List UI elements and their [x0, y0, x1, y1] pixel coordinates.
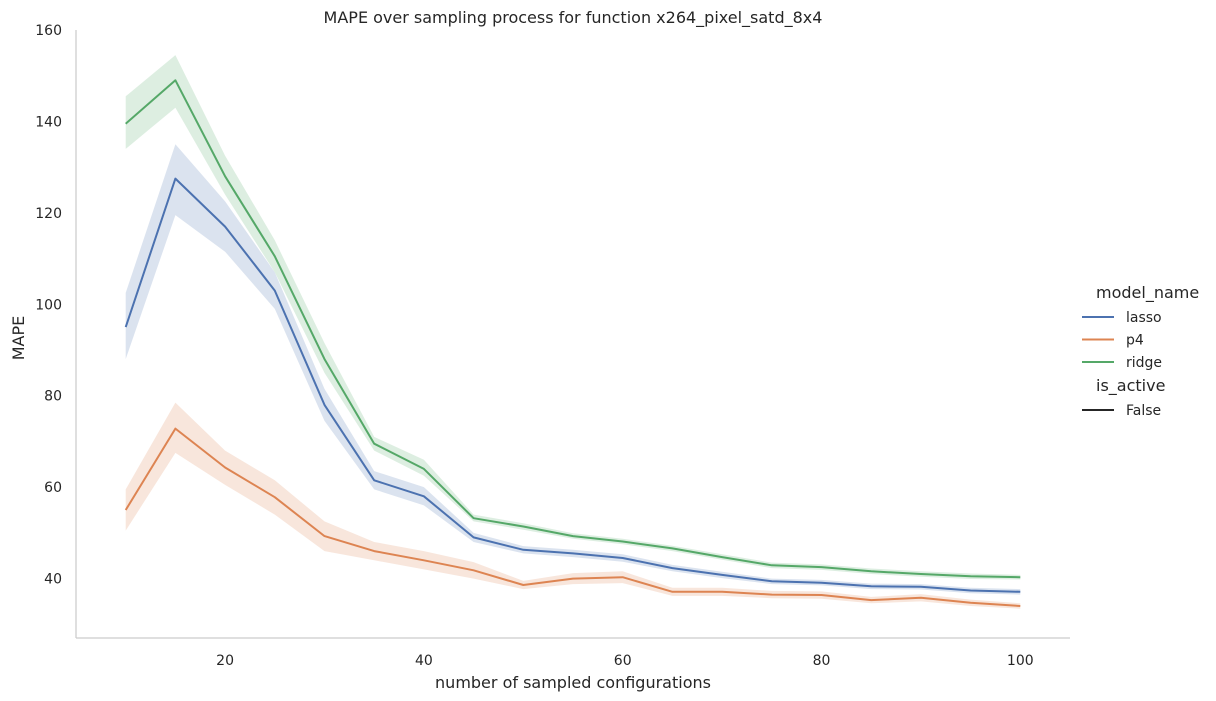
- y-ticks: 40 60 80 100 120 140 160: [35, 23, 62, 588]
- legend-style-label: False: [1126, 403, 1161, 419]
- plot-area: [124, 55, 1021, 609]
- y-tick-label: 100: [35, 297, 62, 313]
- series-line-p4: [124, 427, 1021, 607]
- confidence-band-lasso: [125, 144, 1021, 595]
- confidence-band-p4: [125, 402, 1021, 609]
- x-tick-label: 60: [614, 653, 632, 669]
- y-tick-label: 140: [35, 114, 62, 130]
- legend-label-ridge: ridge: [1126, 355, 1162, 371]
- legend-style-title: is_active: [1096, 376, 1165, 396]
- x-axis-label: number of sampled configurations: [435, 673, 711, 692]
- series-line-ridge: [125, 79, 1021, 579]
- legend-label-p4: p4: [1126, 333, 1144, 349]
- legend: model_name lasso p4 ridge is_active False: [1082, 283, 1199, 419]
- y-tick-label: 160: [35, 23, 62, 39]
- y-tick-label: 120: [35, 206, 62, 222]
- x-ticks: 20 40 60 80 100: [216, 653, 1033, 669]
- legend-hue-title: model_name: [1096, 283, 1199, 303]
- series-line-lasso: [124, 177, 1021, 593]
- y-tick-label: 40: [44, 572, 62, 588]
- y-tick-label: 80: [44, 389, 62, 405]
- x-tick-label: 80: [813, 653, 831, 669]
- x-tick-label: 20: [216, 653, 234, 669]
- x-tick-label: 100: [1007, 653, 1034, 669]
- y-tick-label: 60: [44, 480, 62, 496]
- y-axis-label: MAPE: [9, 316, 28, 361]
- x-tick-label: 40: [415, 653, 433, 669]
- chart-title: MAPE over sampling process for function …: [324, 8, 823, 28]
- legend-label-lasso: lasso: [1126, 310, 1162, 326]
